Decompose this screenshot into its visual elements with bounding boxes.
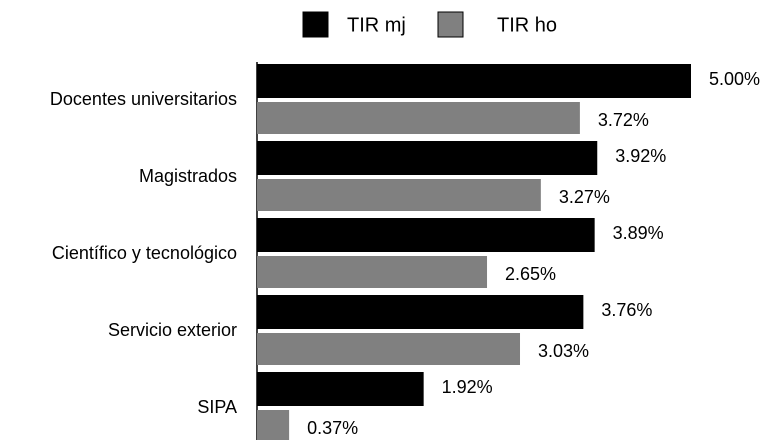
bar [257, 410, 290, 442]
bar [257, 64, 691, 98]
legend-swatch [302, 11, 329, 38]
legend-label: TIR mj [347, 14, 406, 36]
value-label: 3.72% [598, 110, 649, 130]
category-label: Magistrados [139, 166, 237, 186]
bar [257, 141, 598, 175]
category-label: Docentes universitarios [50, 89, 237, 109]
value-label: 3.76% [601, 300, 652, 320]
legend-label: TIR ho [497, 14, 557, 36]
value-label: 3.27% [559, 187, 610, 207]
bar [257, 333, 521, 365]
value-label: 2.65% [505, 264, 556, 284]
category-label: SIPA [197, 397, 237, 417]
category-label: Servicio exterior [108, 320, 237, 340]
category-label: Científico y tecnológico [52, 243, 237, 263]
bar [257, 102, 580, 134]
bar [257, 256, 488, 288]
value-label: 0.37% [307, 418, 358, 438]
bar [257, 179, 541, 211]
value-label: 3.92% [615, 146, 666, 166]
value-label: 1.92% [442, 377, 493, 397]
bar [257, 218, 595, 252]
bar [257, 295, 584, 329]
value-label: 3.89% [613, 223, 664, 243]
bar [257, 372, 424, 406]
value-label: 5.00% [709, 69, 760, 89]
legend-swatch [437, 11, 464, 38]
value-label: 3.03% [538, 341, 589, 361]
